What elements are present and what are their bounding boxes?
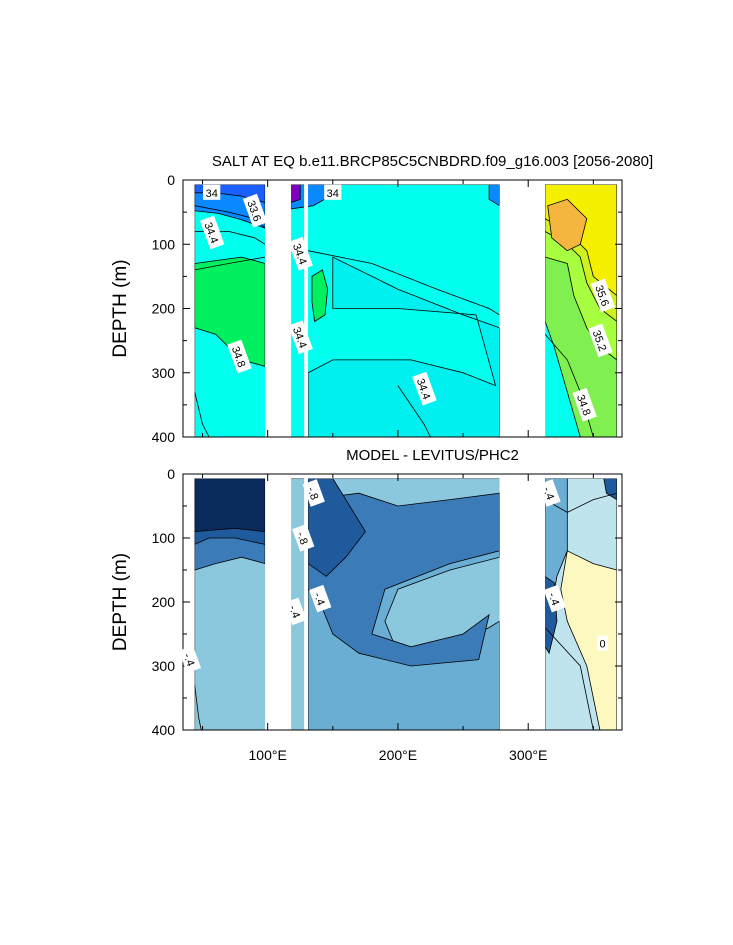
contour-deep-west — [194, 391, 210, 437]
contour-label-text: -.4 — [546, 591, 562, 607]
contour-label: -.4 — [543, 584, 566, 613]
land-gap-3 — [499, 184, 546, 437]
contour-label-text: -.4 — [311, 591, 327, 607]
contour-label-text: -.8 — [294, 530, 310, 546]
central-dark-patch — [307, 478, 366, 577]
contour-label: -.4 — [309, 584, 332, 613]
contour-label: -.4 — [538, 479, 561, 507]
contour-label-text: -.4 — [540, 485, 556, 501]
contour-label-bg — [199, 215, 225, 250]
y-tick-label: 100 — [152, 530, 176, 546]
atlantic-orange — [547, 198, 588, 252]
contour-label-bg — [538, 479, 561, 507]
y-tick-label: 0 — [167, 172, 175, 188]
contour-atl-deep — [544, 627, 594, 731]
x-tick-label: 100°E — [249, 747, 287, 763]
y-tick-label: 400 — [152, 722, 176, 738]
panel-title: MODEL - LEVITUS/PHC2 — [346, 447, 519, 464]
y-tick-label: 400 — [152, 429, 176, 445]
contour-label-text: 34 — [327, 188, 339, 200]
panel-1: SALT AT EQ b.e11.BRCP85C5CNBDRD.f09_g16.… — [110, 153, 653, 445]
contour-label-bg — [242, 193, 268, 228]
contour-label-text: 34 — [206, 188, 218, 200]
contour-west-deep — [194, 685, 202, 731]
y-axis-label: DEPTH (m) — [110, 553, 131, 651]
mid-green-patch — [311, 269, 329, 323]
land-gap-2 — [304, 478, 309, 730]
y-tick-label: 100 — [152, 236, 176, 252]
land-gap-2 — [304, 184, 309, 437]
y-tick-label: 300 — [152, 365, 176, 381]
contour-label: 34 — [324, 184, 342, 200]
contour-label-bg — [543, 584, 566, 613]
mid-fresh-core — [290, 184, 301, 204]
contour-label: -.4 — [284, 597, 307, 626]
land-gap-1 — [265, 184, 292, 437]
contour-label-text: -.8 — [305, 485, 321, 501]
contour-atl-upper — [544, 492, 617, 513]
land-gap-3 — [499, 478, 546, 730]
contour-label-bg — [288, 320, 313, 355]
y-tick-label: 0 — [167, 466, 175, 482]
contour-label-bg — [588, 323, 613, 358]
contour-label-bg — [203, 184, 221, 200]
contour-label: -.8 — [302, 479, 325, 507]
central-region — [307, 256, 500, 437]
contour-label: 0 — [597, 635, 608, 651]
contour-label-text: -.4 — [286, 604, 302, 620]
contour-label-bg — [590, 278, 616, 313]
contour-label: -.4 — [178, 645, 202, 674]
contour-34-6-west — [194, 256, 266, 271]
panel-2: MODEL - LEVITUS/PHC2 DEPTH (m) 0 100 200 300 4… — [110, 447, 623, 763]
contour-label-bg — [227, 339, 252, 374]
contour-label-bg — [178, 645, 202, 674]
x-tick-label: 300°E — [509, 747, 547, 763]
y-tick-label: 200 — [152, 594, 176, 610]
contour-label-bg — [292, 524, 315, 552]
contour-label-bg — [302, 479, 325, 507]
contour-label-bg — [597, 635, 608, 651]
contour-label-text: -.4 — [181, 652, 197, 668]
contour-label-bg — [288, 236, 313, 271]
contour-mid-upper — [308, 250, 500, 316]
east-fresh-patch — [488, 184, 500, 207]
panel-title: SALT AT EQ b.e11.BRCP85C5CNBDRD.f09_g16.… — [212, 153, 653, 170]
y-axis-label: DEPTH (m) — [110, 259, 131, 357]
contour-label: -.8 — [292, 524, 315, 552]
contour-label: 34 — [203, 184, 221, 200]
contour-mid-lower — [397, 385, 431, 437]
y-tick-label: 300 — [152, 658, 176, 674]
contour-label-bg — [572, 387, 597, 422]
y-tick-label: 200 — [152, 301, 176, 317]
contour-label-text: 0 — [599, 639, 605, 651]
west-darkest-core — [194, 478, 266, 533]
contour-label-bg — [309, 584, 332, 613]
west-green-region — [194, 256, 266, 367]
x-tick-label: 200°E — [379, 747, 417, 763]
contour-label-bg — [324, 184, 342, 200]
contour-label-bg — [284, 597, 307, 626]
contour-label-bg — [412, 371, 437, 406]
